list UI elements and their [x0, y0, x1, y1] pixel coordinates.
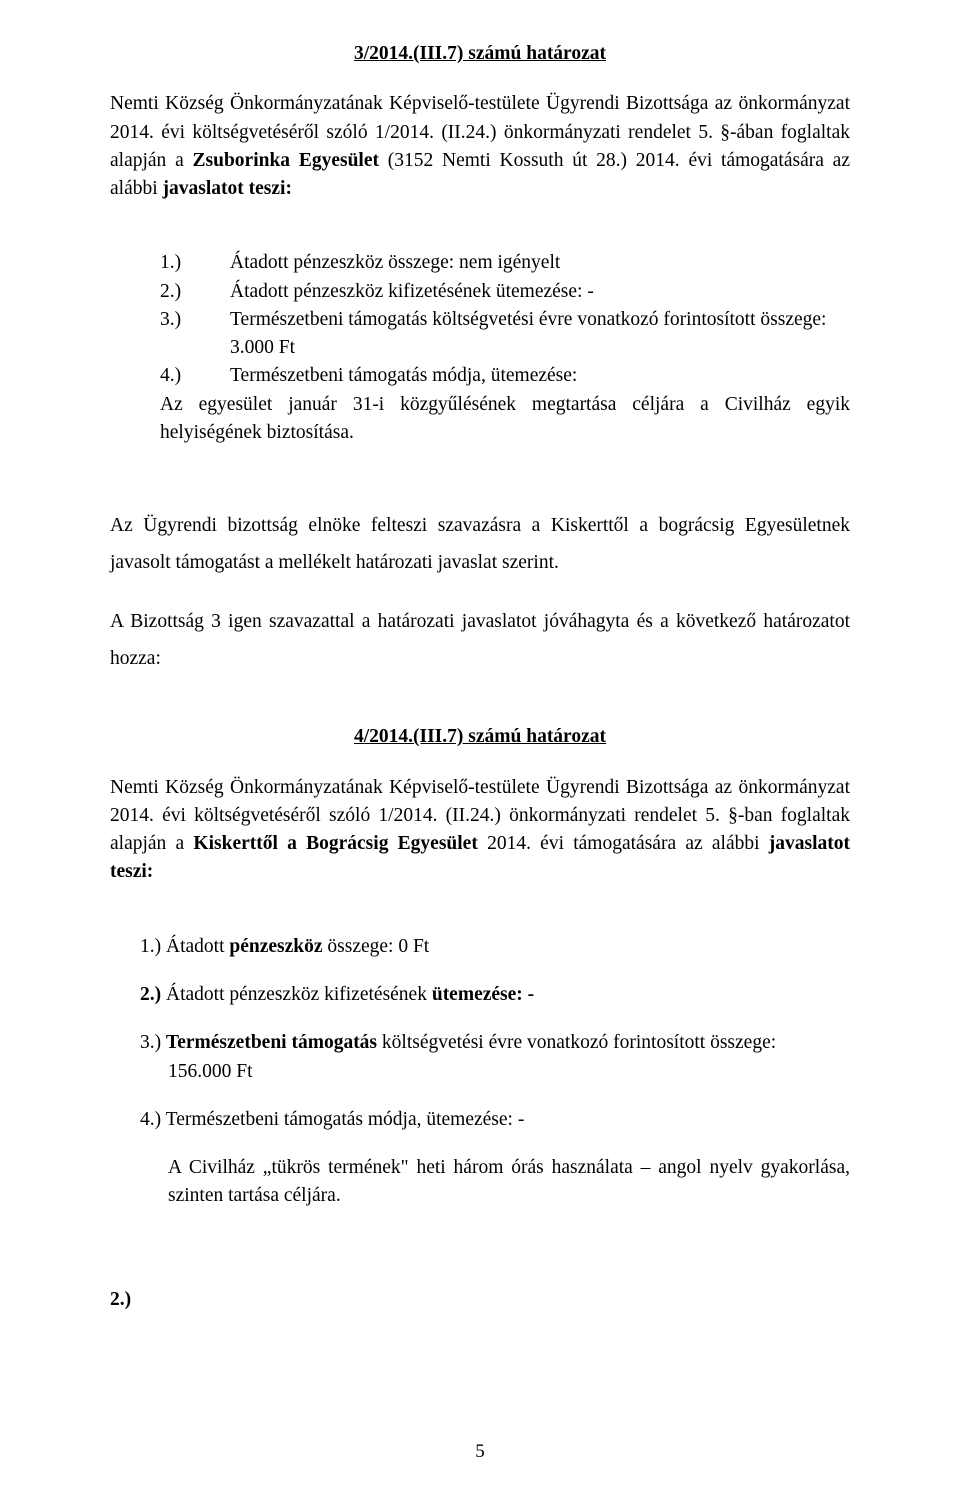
spacer [110, 471, 850, 507]
spacer [110, 225, 850, 249]
res1-item-4-body: Az egyesület január 31-i közgyűlésének m… [160, 391, 850, 448]
trailing-text: 2.) [110, 1289, 131, 1310]
mid-p1-text: Az Ügyrendi bizottság elnöke felteszi sz… [110, 515, 850, 573]
resolution-1-title-text: 3/2014.(III.7) számú határozat [354, 43, 606, 64]
res2-item-4-body-text: A Civilház „tükrös termének" heti három … [168, 1157, 850, 1206]
res2-item-3: 3.) Természetbeni támogatás költségvetés… [140, 1029, 850, 1057]
page-number: 5 [0, 1438, 960, 1466]
res1-item-2-text: Átadott pénzeszköz kifizetésének ütemezé… [230, 281, 594, 302]
mid-p2-text: A Bizottság 3 igen szavazattal a határoz… [110, 611, 850, 669]
res1-item-1-text: Átadott pénzeszköz összege: nem igényelt [230, 252, 560, 273]
res1-item-2-num: 2.) [160, 278, 230, 306]
res2-item-1-post: összege: 0 Ft [327, 936, 429, 957]
resolution-1-list: 1.)Átadott pénzeszköz összege: nem igény… [110, 249, 850, 447]
resolution-2-list: 1.) Átadott pénzeszköz összege: 0 Ft 2.)… [110, 933, 850, 1211]
spacer [110, 909, 850, 933]
res1-intro-org: Zsuborinka Egyesület [193, 150, 388, 171]
resolution-1-intro: Nemti Község Önkormányzatának Képviselő-… [110, 90, 850, 203]
res2-intro-org: Kiskerttől a Bográcsig Egyesület [193, 833, 487, 854]
res2-item-3-amount-text: 156.000 Ft [168, 1061, 253, 1082]
res2-item-3-pre: 3.) [140, 1032, 166, 1053]
res1-item-4-num: 4.) [160, 362, 230, 390]
resolution-1-title: 3/2014.(III.7) számú határozat [110, 40, 850, 68]
res1-item-3-text: Természetbeni támogatás költségvetési év… [230, 309, 826, 330]
res2-item-2: 2.) Átadott pénzeszköz kifizetésének üte… [140, 981, 850, 1009]
res1-item-3-num: 3.) [160, 306, 230, 334]
res2-item-2-plain: Átadott pénzeszköz kifizetésének [166, 984, 432, 1005]
mid-paragraph-1: Az Ügyrendi bizottság elnöke felteszi sz… [110, 507, 850, 581]
res1-item-1-num: 1.) [160, 249, 230, 277]
res2-item-1-pre: 1.) Átadott [140, 936, 229, 957]
res2-item-3-bold: Természetbeni támogatás [166, 1032, 382, 1053]
res1-item-2: 2.)Átadott pénzeszköz kifizetésének ütem… [160, 278, 850, 306]
resolution-2-intro: Nemti Község Önkormányzatának Képviselő-… [110, 774, 850, 887]
mid-paragraph-2: A Bizottság 3 igen szavazattal a határoz… [110, 603, 850, 677]
res2-item-4-body: A Civilház „tükrös termének" heti három … [140, 1154, 850, 1211]
spacer [110, 699, 850, 723]
spacer [110, 1231, 850, 1267]
res1-item-1: 1.)Átadott pénzeszköz összege: nem igény… [160, 249, 850, 277]
res1-item-3-amount: 3.000 Ft [160, 334, 850, 362]
trailing-marker: 2.) [110, 1286, 850, 1314]
res1-item-4-text: Természetbeni támogatás módja, ütemezése… [230, 365, 577, 386]
res2-item-3-post: költségvetési évre vonatkozó forintosíto… [382, 1032, 776, 1053]
res1-intro-tail: javaslatot teszi: [163, 178, 292, 199]
res1-item-3-amount-text: 3.000 Ft [230, 337, 295, 358]
res1-item-3: 3.)Természetbeni támogatás költségvetési… [160, 306, 850, 334]
res2-item-4: 4.) Természetbeni támogatás módja, üteme… [140, 1106, 850, 1134]
res2-item-2-b1: 2.) [140, 984, 166, 1005]
res2-item-1-bold: pénzeszköz [229, 936, 327, 957]
res2-item-3-amount: 156.000 Ft [140, 1058, 850, 1086]
resolution-2-title-text: 4/2014.(III.7) számú határozat [354, 726, 606, 747]
res1-item-4-body-text: Az egyesület január 31-i közgyűlésének m… [160, 394, 850, 443]
page-number-text: 5 [475, 1441, 485, 1462]
res2-item-1: 1.) Átadott pénzeszköz összege: 0 Ft [140, 933, 850, 961]
resolution-2-title: 4/2014.(III.7) számú határozat [110, 723, 850, 751]
res2-item-4-text: 4.) Természetbeni támogatás módja, üteme… [140, 1109, 524, 1130]
res1-item-4: 4.)Természetbeni támogatás módja, ütemez… [160, 362, 850, 390]
document-page: 3/2014.(III.7) számú határozat Nemti Köz… [0, 0, 960, 1496]
res2-item-2-b2: ütemezése: - [432, 984, 534, 1005]
res2-intro-p2: 2014. évi támogatására az alábbi [487, 833, 769, 854]
